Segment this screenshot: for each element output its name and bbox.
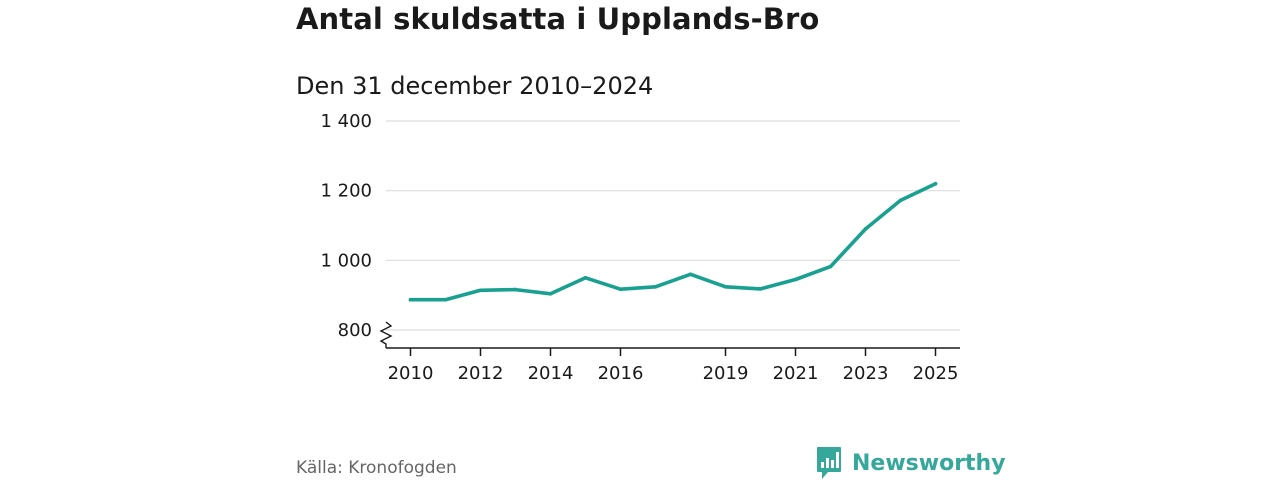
- y-tick-label: 1 000: [320, 250, 372, 271]
- data-point: [443, 297, 448, 302]
- data-point: [688, 272, 693, 277]
- y-tick-label: 1 400: [320, 111, 372, 132]
- data-point: [723, 285, 728, 289]
- data-point: [478, 288, 483, 293]
- data-point: [408, 297, 413, 302]
- x-tick-label: 2012: [458, 363, 504, 384]
- newsworthy-icon: [817, 447, 841, 479]
- data-point: [548, 291, 553, 296]
- x-tick-label: 2023: [843, 363, 889, 384]
- chart-subtitle: Den 31 december 2010–2024: [296, 72, 654, 100]
- data-point: [793, 277, 798, 282]
- data-point: [898, 198, 903, 203]
- data-point: [513, 287, 518, 292]
- x-tick-label: 2019: [703, 363, 749, 384]
- brand-name: Newsworthy: [852, 450, 1006, 476]
- x-tick-label: 2010: [388, 363, 434, 384]
- x-tick-label: 2014: [528, 363, 574, 384]
- data-point: [933, 181, 938, 186]
- source-note: Källa: Kronofogden: [296, 458, 457, 478]
- y-tick-label: 1 200: [320, 181, 372, 202]
- data-point: [863, 227, 868, 231]
- series-line: [408, 181, 938, 302]
- y-tick-label: 800: [338, 320, 372, 341]
- x-tick-label: 2021: [773, 363, 819, 384]
- x-tick-label: 2025: [913, 363, 959, 384]
- data-point: [758, 287, 763, 291]
- data-point: [653, 285, 658, 289]
- brand-logo: Newsworthy: [816, 446, 1006, 480]
- chart-title: Antal skuldsatta i Upplands-Bro: [296, 2, 820, 36]
- data-point: [618, 287, 623, 292]
- data-point: [828, 264, 833, 269]
- data-point: [583, 275, 588, 280]
- axis-break-icon: [379, 321, 393, 348]
- x-tick-label: 2016: [598, 363, 644, 384]
